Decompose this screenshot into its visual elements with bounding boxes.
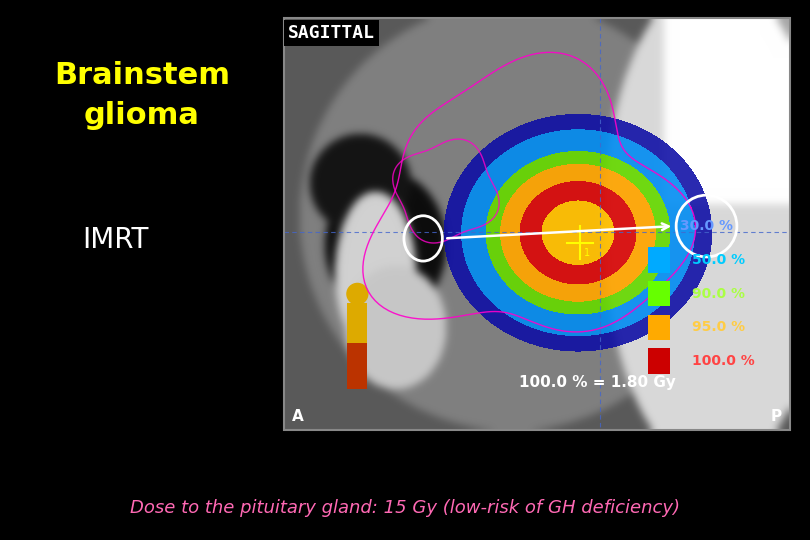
Text: SAGITTAL: SAGITTAL	[288, 24, 375, 42]
Text: 100.0 %: 100.0 %	[692, 354, 755, 368]
Text: glioma: glioma	[84, 100, 200, 130]
Bar	[648, 281, 670, 306]
Text: 90.0 %: 90.0 %	[692, 287, 745, 301]
Text: 1: 1	[584, 248, 590, 258]
Text: P: P	[771, 409, 782, 424]
Text: Dose to the pituitary gland: 15 Gy (low-risk of GH deficiency): Dose to the pituitary gland: 15 Gy (low-…	[130, 499, 680, 517]
Text: 100.0 % = 1.80 Gy: 100.0 % = 1.80 Gy	[519, 375, 676, 390]
Bar	[648, 348, 670, 374]
Circle shape	[346, 283, 369, 305]
Text: 30.0 %: 30.0 %	[680, 219, 733, 233]
Text: 95.0 %: 95.0 %	[692, 320, 745, 334]
Bar	[284, 18, 790, 430]
Bar	[648, 315, 670, 340]
Text: IMRT: IMRT	[82, 226, 148, 254]
Text: A: A	[292, 409, 304, 424]
Text: Brainstem: Brainstem	[54, 60, 230, 90]
Bar	[347, 343, 368, 389]
Bar	[648, 247, 670, 273]
Text: 50.0 %: 50.0 %	[692, 253, 745, 267]
Bar	[347, 303, 368, 359]
